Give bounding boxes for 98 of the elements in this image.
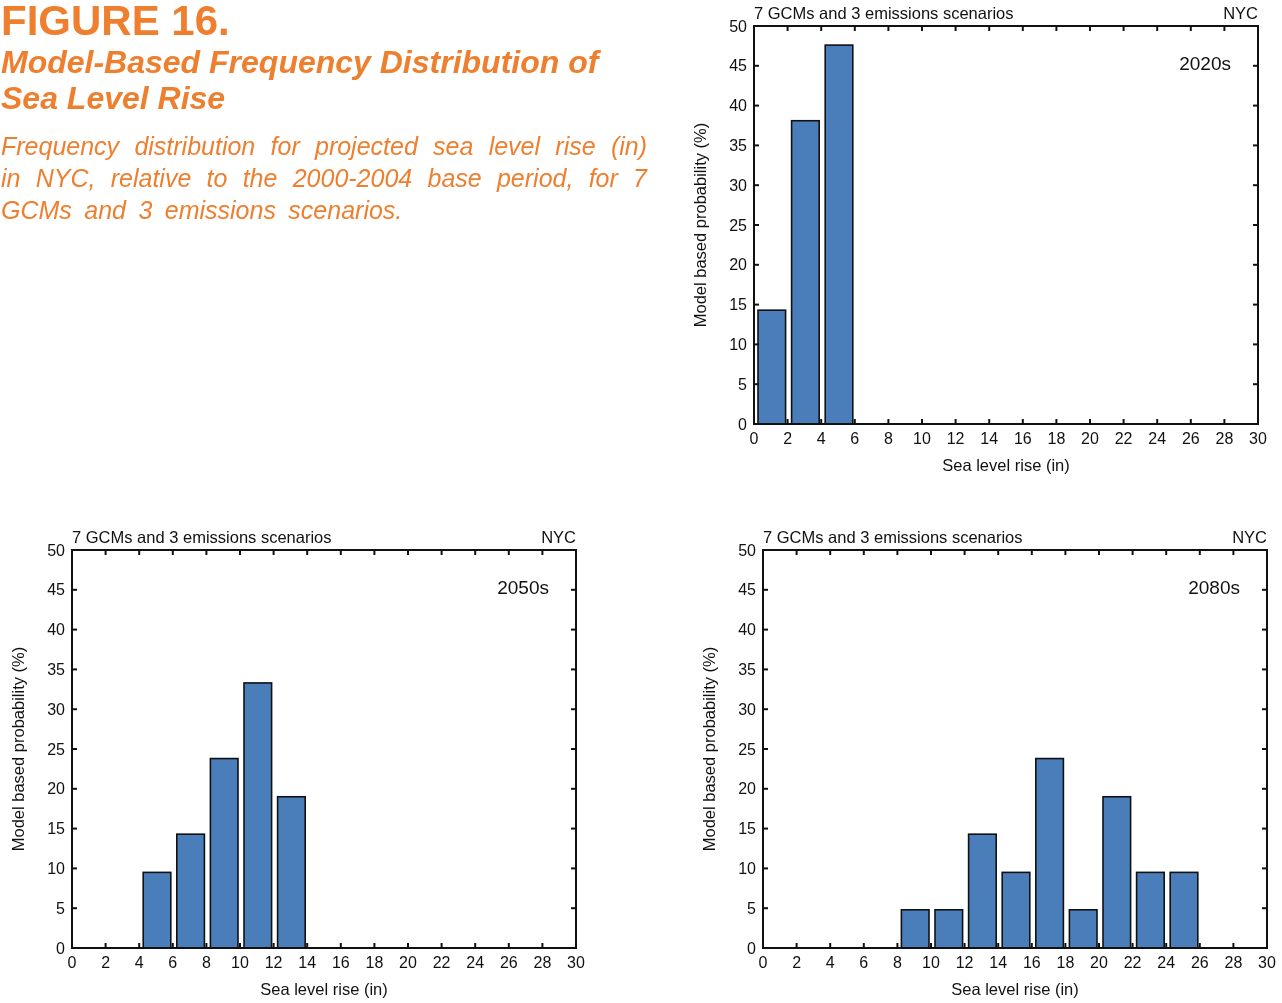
y-axis-title: Model based probability (%) — [700, 646, 718, 852]
text: NYC — [541, 528, 577, 546]
x-tick-label: 20 — [399, 954, 417, 971]
x-tick-label: 30 — [1258, 954, 1276, 971]
y-tick-label: 10 — [729, 335, 748, 353]
x-tick-label: 6 — [168, 954, 178, 971]
y-tick-label: 50 — [47, 541, 66, 559]
y-tick-label: 25 — [738, 740, 757, 758]
x-tick-label: 10 — [231, 954, 249, 971]
x-tick-label: 16 — [331, 954, 350, 971]
y-tick-label: 20 — [729, 256, 748, 274]
x-tick-label: 20 — [1090, 954, 1108, 971]
x-tick-label: 12 — [955, 954, 974, 971]
y-tick-label: 40 — [729, 97, 748, 115]
text: NYC — [1232, 528, 1268, 546]
y-tick-label: 25 — [729, 216, 748, 234]
x-tick-label: 28 — [1224, 954, 1243, 971]
x-tick-label: 24 — [466, 954, 485, 971]
x-tick-label: 28 — [533, 954, 552, 971]
x-tick-label: 4 — [134, 954, 144, 971]
x-axis-title: Sea level rise (in) — [951, 980, 1079, 998]
x-tick-label: 22 — [432, 954, 451, 971]
text: Model-Based Frequency Distribution of Sea Level Rise — [1, 44, 602, 116]
x-tick-label: 26 — [1190, 954, 1209, 971]
y-tick-label: 0 — [56, 939, 66, 957]
x-tick-label: 26 — [1181, 430, 1200, 447]
x-tick-label: 18 — [365, 954, 384, 971]
x-tick-label: 10 — [913, 430, 931, 447]
x-tick-label: 8 — [883, 430, 893, 447]
chart-title: 7 GCMs and 3 emissions scenarios — [763, 528, 1023, 546]
x-tick-label: 18 — [1056, 954, 1075, 971]
x-tick-label: 18 — [1047, 430, 1066, 447]
x-tick-label: 16 — [1022, 954, 1041, 971]
y-axis-title: Model based probability (%) — [9, 646, 27, 852]
x-tick-label: 12 — [264, 954, 283, 971]
x-tick-label: 30 — [1249, 430, 1267, 447]
x-tick-label: 6 — [850, 430, 860, 447]
x-tick-label: 12 — [946, 430, 965, 447]
y-tick-label: 35 — [47, 660, 66, 678]
y-tick-label: 40 — [47, 621, 66, 639]
y-tick-label: 50 — [738, 541, 757, 559]
annotation: 2080s — [1188, 577, 1240, 598]
text: NYC — [1223, 4, 1259, 22]
x-axis-title: Sea level rise (in) — [260, 980, 388, 998]
y-tick-label: 25 — [47, 740, 66, 758]
x-tick-label: 4 — [816, 430, 826, 447]
x-tick-label: 2 — [792, 954, 802, 971]
x-tick-label: 8 — [892, 954, 902, 971]
chart-title: 7 GCMs and 3 emissions scenarios — [754, 4, 1014, 22]
x-tick-label: 14 — [980, 430, 999, 447]
x-tick-label: 10 — [922, 954, 940, 971]
x-tick-label: 30 — [567, 954, 585, 971]
annotation: 2050s — [497, 577, 549, 598]
y-tick-label: 30 — [738, 700, 757, 718]
y-tick-label: 20 — [738, 780, 757, 798]
x-tick-label: 14 — [298, 954, 317, 971]
y-tick-label: 15 — [738, 820, 757, 838]
y-tick-label: 35 — [729, 136, 748, 154]
x-tick-label: 14 — [989, 954, 1008, 971]
y-tick-label: 0 — [747, 939, 757, 957]
x-tick-label: 2 — [783, 430, 793, 447]
x-tick-label: 26 — [499, 954, 518, 971]
x-tick-label: 4 — [825, 954, 835, 971]
y-tick-label: 45 — [47, 581, 66, 599]
y-tick-label: 15 — [729, 296, 748, 314]
x-tick-label: 6 — [859, 954, 869, 971]
y-tick-label: 5 — [738, 375, 748, 393]
y-axis-title: Model based probability (%) — [691, 122, 709, 328]
x-tick-label: 0 — [758, 954, 768, 971]
chart-title: 7 GCMs and 3 emissions scenarios — [72, 528, 332, 546]
annotation: 2020s — [1179, 53, 1231, 74]
x-tick-label: 24 — [1157, 954, 1176, 971]
y-tick-label: 5 — [56, 899, 66, 917]
y-tick-label: 45 — [738, 581, 757, 599]
y-tick-label: 45 — [729, 57, 748, 75]
x-tick-label: 22 — [1114, 430, 1133, 447]
y-tick-label: 0 — [738, 415, 748, 433]
y-tick-label: 35 — [738, 660, 757, 678]
x-axis-title: Sea level rise (in) — [942, 456, 1070, 474]
y-tick-label: 20 — [47, 780, 66, 798]
x-tick-label: 22 — [1123, 954, 1142, 971]
x-tick-label: 28 — [1215, 430, 1234, 447]
y-tick-label: 5 — [747, 899, 757, 917]
y-tick-label: 30 — [729, 176, 748, 194]
y-tick-label: 15 — [47, 820, 66, 838]
x-tick-label: 24 — [1148, 430, 1167, 447]
x-tick-label: 0 — [67, 954, 77, 971]
y-tick-label: 10 — [47, 859, 66, 877]
x-tick-label: 20 — [1081, 430, 1099, 447]
x-tick-label: 8 — [201, 954, 211, 971]
text: Frequency distribution for projected sea level rise (in) in NYC, relative to the 2000-2004 base period, for 7 GCMs and 3 emissions scenarios. — [1, 131, 647, 226]
x-tick-label: 2 — [101, 954, 111, 971]
y-tick-label: 40 — [738, 621, 757, 639]
y-tick-label: 30 — [47, 700, 66, 718]
y-tick-label: 50 — [729, 17, 748, 35]
y-tick-label: 10 — [738, 859, 757, 877]
text: FIGURE 16. — [1, 0, 230, 44]
x-tick-label: 16 — [1013, 430, 1032, 447]
